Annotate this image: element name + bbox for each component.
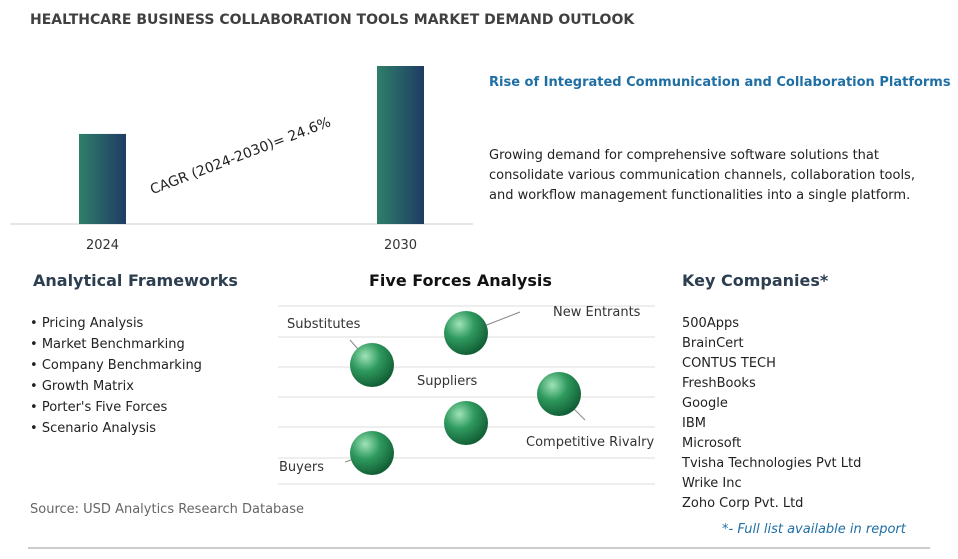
x-tick-label: 2024: [86, 238, 119, 253]
force-label: Competitive Rivalry: [526, 435, 654, 450]
company-item: Microsoft: [682, 436, 742, 451]
title: HEALTHCARE BUSINESS COLLABORATION TOOLS …: [30, 12, 635, 28]
highlight-heading: Rise of Integrated Communication and Col…: [489, 75, 951, 90]
company-item: 500Apps: [682, 316, 739, 331]
frameworks-heading: Analytical Frameworks: [33, 271, 238, 290]
company-item: FreshBooks: [682, 376, 756, 391]
framework-item: • Growth Matrix: [30, 379, 134, 394]
framework-item: • Company Benchmarking: [30, 358, 202, 373]
force-sphere: [444, 401, 488, 445]
force-sphere: [537, 372, 581, 416]
company-item: Google: [682, 396, 728, 411]
bar: [377, 66, 424, 224]
force-label: Buyers: [279, 460, 324, 475]
framework-item: • Porter's Five Forces: [30, 400, 168, 415]
force-label: Suppliers: [417, 374, 478, 389]
framework-item: • Pricing Analysis: [30, 316, 144, 331]
company-item: Wrike Inc: [682, 476, 742, 491]
highlight-body: Growing demand for comprehensive softwar…: [489, 148, 915, 203]
cagr-label: CAGR (2024-2030)= 24.6%: [148, 114, 333, 198]
x-tick-label: 2030: [384, 238, 417, 253]
company-item: BrainCert: [682, 336, 744, 351]
force-label: New Entrants: [553, 305, 641, 320]
force-sphere: [350, 343, 394, 387]
force-label: Substitutes: [287, 317, 361, 332]
force-sphere: [350, 431, 394, 475]
framework-item: • Market Benchmarking: [30, 337, 185, 352]
company-item: Zoho Corp Pvt. Ltd: [682, 496, 804, 511]
bar: [79, 133, 126, 224]
force-sphere: [444, 311, 488, 355]
company-item: IBM: [682, 416, 706, 431]
company-item: CONTUS TECH: [682, 356, 776, 371]
framework-item: • Scenario Analysis: [30, 421, 157, 436]
five-forces-heading: Five Forces Analysis: [369, 271, 552, 290]
source: Source: USD Analytics Research Database: [30, 502, 305, 517]
companies-heading: Key Companies*: [682, 271, 829, 290]
companies-note: *- Full list available in report: [722, 522, 906, 537]
company-item: Tvisha Technologies Pvt Ltd: [682, 456, 862, 471]
